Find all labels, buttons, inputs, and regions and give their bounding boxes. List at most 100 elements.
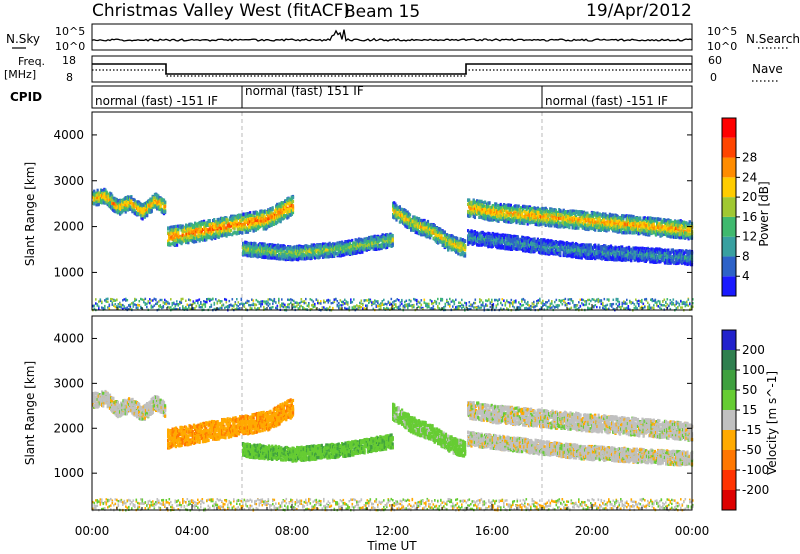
echo-cell: [187, 241, 190, 245]
echo-cell: [200, 222, 203, 226]
echo-cell: [478, 211, 481, 215]
echo-cell: [261, 249, 264, 253]
echo-cell: [187, 224, 190, 228]
echo-cell: [403, 220, 406, 224]
echo-cell: [403, 212, 406, 216]
echo-cell: [247, 247, 250, 251]
echo-cell: [448, 234, 451, 238]
echo-cell: [225, 234, 228, 238]
echo-cell: [167, 239, 170, 243]
echo-cell: [356, 250, 359, 254]
echo-cell: [356, 239, 359, 243]
echo-cell: [419, 230, 422, 234]
echo-cell: [143, 202, 146, 206]
echo-cell: [277, 219, 280, 223]
echo-cell: [286, 207, 289, 211]
echo-cell: [535, 221, 538, 225]
echo-cell: [464, 252, 467, 256]
echo-cell: [245, 230, 248, 234]
echo-cell: [285, 199, 288, 203]
echo-cell: [169, 242, 172, 246]
echo-cell: [246, 230, 250, 234]
echo-cell: [281, 201, 284, 205]
echo-cell: [329, 250, 332, 254]
echo-cell: [325, 248, 328, 252]
echo-cell: [546, 214, 550, 218]
echo-cell: [293, 254, 296, 258]
echo-cell: [472, 205, 475, 209]
echo-cell: [111, 207, 114, 211]
echo-cell: [235, 220, 238, 224]
echo-cell: [205, 238, 208, 242]
echo-cell: [102, 195, 105, 199]
echo-cell: [314, 256, 317, 260]
echo-cell: [379, 237, 382, 241]
echo-cell: [254, 220, 257, 224]
echo-cell: [325, 251, 328, 255]
echo-cell: [263, 222, 266, 227]
echo-cell: [288, 250, 291, 254]
echo-cell: [223, 224, 226, 228]
echo-cell: [252, 247, 255, 251]
echo-cell: [591, 214, 595, 218]
echo-cell: [575, 215, 578, 219]
echo-cell: [535, 222, 538, 226]
echo-cell: [141, 217, 144, 221]
echo-cell: [499, 209, 502, 213]
echo-cell: [214, 235, 217, 239]
echo-cell: [517, 212, 520, 216]
echo-cell: [536, 208, 539, 212]
echo-cell: [571, 225, 574, 229]
echo-cell: [544, 206, 547, 210]
echo-cell: [545, 219, 548, 223]
echo-cell: [406, 212, 409, 216]
echo-cell: [430, 230, 433, 234]
echo-cell: [388, 236, 391, 240]
nsky-trace: [91, 29, 693, 42]
noise-tick-right-top: 10^5: [707, 25, 737, 38]
echo-cell: [487, 214, 490, 218]
echo-cell: [173, 242, 176, 246]
echo-cell: [348, 241, 352, 245]
echo-cell: [172, 239, 175, 243]
cpid-label: CPID: [10, 90, 42, 104]
echo-cell: [425, 226, 428, 230]
echo-cell: [307, 256, 310, 260]
echo-cell: [361, 250, 364, 254]
echo-cell: [177, 228, 180, 233]
echo-cell: [170, 225, 173, 229]
echo-cell: [439, 236, 442, 240]
echo-cell: [535, 210, 538, 214]
echo-cell: [448, 246, 451, 250]
echo-cell: [290, 198, 293, 202]
echo-cell: [448, 243, 451, 247]
echo-cell: [298, 256, 301, 261]
echo-cell: [487, 201, 490, 205]
echo-cell: [562, 222, 565, 226]
echo-cell: [245, 220, 248, 224]
echo-cell: [446, 233, 449, 237]
echo-cell: [594, 213, 597, 217]
echo-cell: [316, 255, 319, 259]
echo-cell: [522, 204, 525, 208]
echo-cell: [438, 233, 441, 237]
echo-cell: [249, 223, 252, 228]
echo-cell: [183, 228, 187, 232]
echo-cell: [272, 214, 275, 218]
echo-cell: [348, 239, 352, 243]
echo-cell: [598, 226, 601, 230]
echo-cell: [388, 233, 391, 237]
echo-cell: [393, 201, 396, 205]
echo-cell: [374, 244, 377, 248]
echo-cell: [483, 200, 487, 204]
echo-cell: [268, 220, 271, 224]
echo-cell: [227, 223, 230, 227]
echo-cell: [598, 220, 601, 224]
echo-cell: [123, 206, 126, 210]
echo-cell: [227, 227, 230, 231]
echo-cell: [134, 212, 137, 216]
echo-cell: [439, 231, 442, 235]
echo-cell: [241, 213, 244, 217]
